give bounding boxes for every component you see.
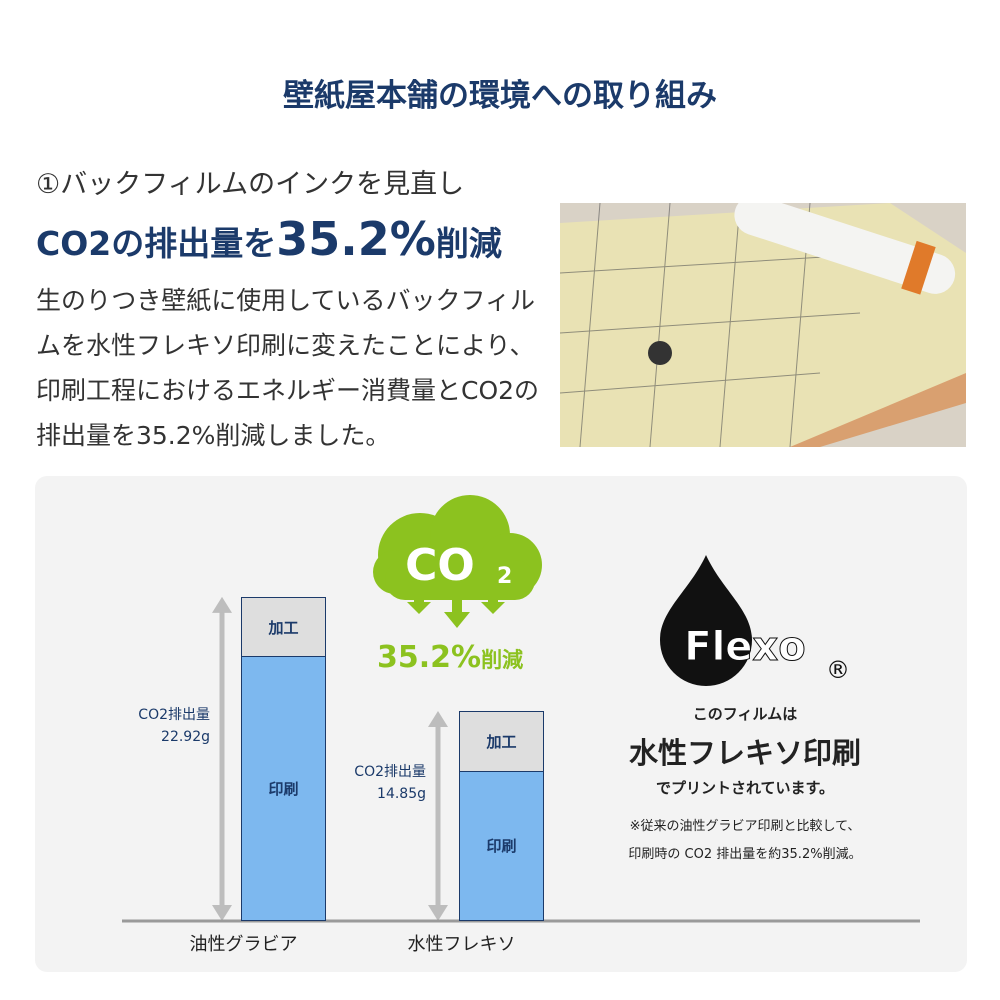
cloud-sub-text: 2 — [497, 564, 512, 589]
total-label-value: 14.85g — [377, 786, 426, 802]
page-title: 壁紙屋本舗の環境への取り組み — [283, 78, 717, 114]
note-line2: 印刷時の CO2 排出量を約35.2%削減。 — [628, 847, 862, 862]
cloud-co-text: CO — [405, 540, 475, 591]
headline-suffix: 削減 — [435, 224, 502, 263]
headline-value: 35.2% — [276, 212, 436, 266]
total-label-title: CO2排出量 — [138, 706, 210, 723]
section-body: 生のりつき壁紙に使用しているバックフィルムを水性フレキソ印刷に変えたことにより、… — [36, 286, 540, 450]
section-subtitle: ①バックフィルムのインクを見直し — [36, 169, 465, 200]
flexo-line1: このフィルムは — [692, 705, 798, 723]
category-label: 油性グラビア — [189, 934, 298, 955]
total-arrow — [212, 596, 232, 921]
section-headline: CO2の排出量を35.2%削減 — [36, 212, 502, 266]
down-arrow-icon — [407, 592, 431, 614]
reduction-label: 35.2%削減 — [377, 640, 523, 675]
total-arrow — [428, 711, 448, 921]
total-label-title: CO2排出量 — [354, 764, 426, 780]
down-arrow-icon — [481, 592, 505, 614]
bar-segment-process: 加工 — [241, 596, 326, 658]
reduction-value: 35.2% — [377, 640, 482, 675]
category-label: 水性フレキソ — [407, 934, 516, 955]
headline-prefix: CO2の排出量を — [36, 224, 277, 263]
bar-segment-print: 印刷 — [459, 770, 544, 921]
down-arrow-icon — [444, 592, 470, 628]
registered-mark: ® — [826, 656, 850, 684]
note-line1: ※従来の油性グラビア印刷と比較して、 — [629, 819, 861, 834]
flexo-drop-icon — [660, 555, 752, 686]
total-label: CO2排出量 14.85g — [308, 761, 426, 805]
product-photo — [560, 203, 966, 447]
total-label: CO2排出量 22.92g — [92, 704, 210, 748]
total-label-value: 22.92g — [161, 728, 210, 745]
flexo-logo-text: Flexo — [684, 624, 805, 670]
bar-segment-print: 印刷 — [241, 656, 326, 921]
bar-segment-process: 加工 — [459, 711, 544, 773]
flexo-line2: 水性フレキソ印刷 — [628, 736, 861, 770]
flexo-line3: でプリントされています。 — [655, 779, 835, 797]
co2-cloud-icon — [373, 495, 542, 628]
reduction-suffix: 削減 — [481, 648, 524, 672]
